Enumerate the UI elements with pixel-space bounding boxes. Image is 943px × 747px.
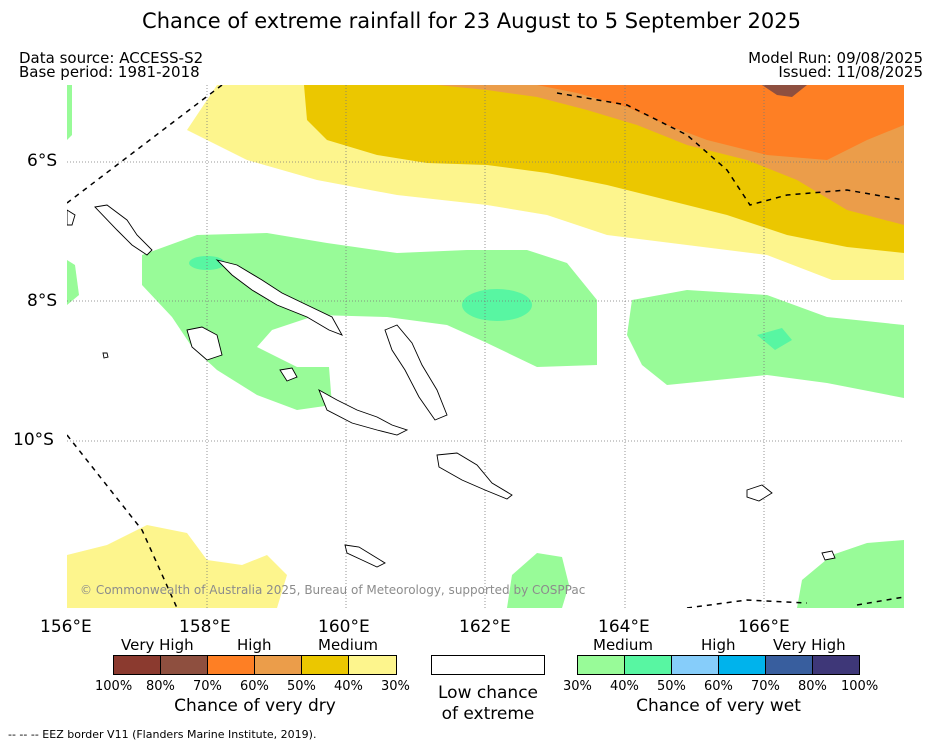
wet-pct-40: 40% xyxy=(610,679,639,694)
dry-pct-30: 30% xyxy=(381,679,410,694)
dry-colorbar xyxy=(113,655,397,675)
dry-category-medium: Medium xyxy=(318,636,378,654)
wet-pct-30: 30% xyxy=(563,679,592,694)
lat-label-10s: 10°S xyxy=(13,430,54,450)
dry-pct-70: 70% xyxy=(193,679,222,694)
wet-region-south-central xyxy=(507,553,569,608)
dry-pct-60: 60% xyxy=(240,679,269,694)
wet-spot-east xyxy=(757,328,792,350)
wet-region-east xyxy=(627,290,904,398)
data-source: Data source: ACCESS-S2 xyxy=(19,49,204,67)
low-chance-swatch xyxy=(431,655,545,675)
lon-label-164e: 164°E xyxy=(598,617,650,637)
wet-pct-60: 60% xyxy=(704,679,733,694)
dry-pct-100: 100% xyxy=(95,679,133,694)
lon-label-158e: 158°E xyxy=(179,617,231,637)
lat-label-6s: 6°S xyxy=(27,151,58,171)
wet-pct-70: 70% xyxy=(751,679,780,694)
base-period: Base period: 1981-2018 xyxy=(19,63,200,81)
wet-swatch-80-100 xyxy=(813,656,859,674)
wet-region-west-top xyxy=(67,85,72,140)
dry-swatch-70-80 xyxy=(161,656,208,674)
wet-region-west-edge xyxy=(67,260,79,305)
rainfall-map[interactable]: © Commonwealth of Australia 2025, Bureau… xyxy=(67,85,904,608)
dry-region-brown xyxy=(762,85,807,97)
wet-category-high: High xyxy=(701,636,736,654)
wet-category-very-high: Very High xyxy=(773,636,846,654)
lon-label-160e: 160°E xyxy=(318,617,370,637)
wet-colorbar xyxy=(577,655,860,675)
wet-swatch-60-70 xyxy=(719,656,766,674)
wet-pct-80: 80% xyxy=(798,679,827,694)
issued-date: Issued: 11/08/2025 xyxy=(778,63,923,81)
lon-label-156e: 156°E xyxy=(40,617,92,637)
wet-spot-central xyxy=(462,289,532,321)
dry-category-high: High xyxy=(237,636,272,654)
dry-pct-50: 50% xyxy=(287,679,316,694)
map-canvas xyxy=(67,85,904,608)
wet-category-medium: Medium xyxy=(593,636,653,654)
dry-caption: Chance of very dry xyxy=(174,696,336,716)
model-run: Model Run: 09/08/2025 xyxy=(748,49,923,67)
low-chance-caption-line2: of extreme xyxy=(441,704,535,724)
dry-swatch-30-40 xyxy=(349,656,396,674)
wet-swatch-40-50 xyxy=(625,656,672,674)
wet-pct-50: 50% xyxy=(657,679,686,694)
dry-pct-40: 40% xyxy=(334,679,363,694)
lat-label-8s: 8°S xyxy=(27,291,58,311)
dry-swatch-80-100 xyxy=(114,656,161,674)
eez-border xyxy=(67,85,904,608)
map-title: Chance of extreme rainfall for 23 August… xyxy=(142,9,801,33)
dry-region-orange xyxy=(537,85,904,160)
wet-region-southeast xyxy=(797,540,904,608)
wet-pct-100: 100% xyxy=(841,679,879,694)
dry-swatch-40-50 xyxy=(302,656,349,674)
dry-swatch-60-70 xyxy=(208,656,255,674)
solomon-islands-coastline xyxy=(67,204,836,568)
wet-swatch-30-40 xyxy=(578,656,625,674)
lon-label-166e: 166°E xyxy=(738,617,790,637)
copyright-notice: © Commonwealth of Australia 2025, Bureau… xyxy=(80,583,586,597)
eez-footer-note: -- -- -- EEZ border V11 (Flanders Marine… xyxy=(8,728,317,741)
dry-region-southwest xyxy=(67,525,287,608)
low-chance-caption-line1: Low chance xyxy=(438,683,538,703)
wet-swatch-70-80 xyxy=(766,656,813,674)
wet-caption: Chance of very wet xyxy=(636,696,801,716)
wet-swatch-50-60 xyxy=(672,656,719,674)
dry-swatch-50-60 xyxy=(255,656,302,674)
dry-category-very-high: Very High xyxy=(121,636,194,654)
lon-label-162e: 162°E xyxy=(459,617,511,637)
dry-pct-80: 80% xyxy=(146,679,175,694)
